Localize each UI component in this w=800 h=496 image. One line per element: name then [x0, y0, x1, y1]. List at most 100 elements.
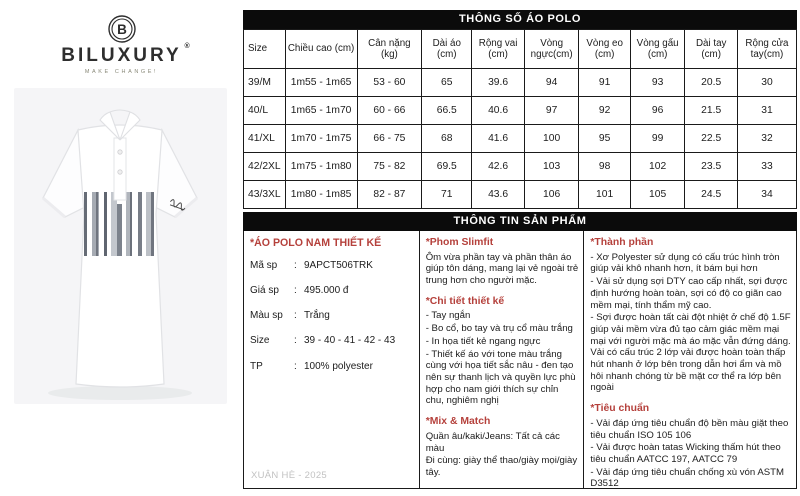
spec-value-cell: 41.6 — [471, 124, 525, 153]
spec-row: 40/L 1m65 - 1m70 60 - 66 66.5 40.6 97 92 96 21.5… — [243, 96, 798, 125]
spec-value-cell: 1m55 - 1m65 — [284, 68, 358, 97]
section-line: - Xơ Polyester sử dụng có cấu trúc hình … — [590, 251, 780, 275]
spec-column-header: Vòng gấu (cm) — [629, 29, 686, 69]
polo-shirt-illustration — [42, 109, 198, 400]
spec-column-header: Cân nặng (kg) — [356, 29, 423, 69]
field-label: Size — [250, 335, 270, 347]
section-title: *Chi tiết thiết kế — [425, 295, 505, 307]
section-line: Ôm vừa phần tay và phần thân áo giúp tôn… — [425, 251, 579, 287]
spec-value-cell: 95 — [578, 124, 631, 153]
spec-size-cell: 42/2XL — [243, 152, 286, 181]
field-value: 9APCT506TRK — [304, 259, 373, 271]
spec-value-cell: 1m75 - 1m80 — [284, 152, 358, 181]
product-field: Size:39 - 40 - 41 - 42 - 43 — [250, 335, 414, 347]
spec-size-cell: 39/M — [243, 68, 286, 97]
spec-value-cell: 1m65 - 1m70 — [284, 96, 358, 125]
section-line: - Bo cổ, bo tay và trụ cổ màu trắng — [425, 323, 573, 335]
spec-value-cell: 103 — [523, 152, 580, 181]
spec-value-cell: 40.6 — [471, 96, 525, 125]
spec-value-cell: 34 — [736, 180, 798, 209]
section-title: *Tiêu chuẩn — [590, 403, 650, 415]
spec-value-cell: 30 — [736, 68, 798, 97]
field-colon: : — [294, 285, 297, 297]
field-value: 39 - 40 - 41 - 42 - 43 — [304, 335, 396, 347]
brand-monogram-icon: B — [107, 15, 136, 43]
product-field: Mã sp:9APCT506TRK — [250, 260, 414, 272]
spec-row: 39/M 1m55 - 1m65 53 - 60 65 39.6 94 91 93 20.5 30 — [243, 68, 798, 97]
spec-value-cell: 32 — [736, 124, 798, 153]
brand-logo: B BILUXURY ® MAKE CHANGE! — [0, 14, 243, 75]
spec-row: 42/2XL 1m75 - 1m80 75 - 82 69.5 42.6 103 98 102… — [243, 152, 798, 181]
spec-column-header: Rộng cửa tay(cm) — [736, 29, 798, 69]
spec-column-header: Vòng eo (cm) — [578, 29, 631, 69]
spec-value-cell: 96 — [629, 96, 686, 125]
product-heading: *ÁO POLO NAM THIẾT KẾ — [250, 237, 382, 249]
spec-value-cell: 43.6 — [471, 180, 525, 209]
field-value: 100% polyester — [304, 360, 373, 372]
field-colon: : — [294, 335, 297, 347]
spec-value-cell: 39.6 — [471, 68, 525, 97]
info-column-design: *Phom Slimfit Ôm vừa phần tay và phần thâ… — [420, 231, 585, 488]
spec-value-cell: 1m70 - 1m75 — [284, 124, 358, 153]
spec-size-cell: 43/3XL — [243, 180, 286, 209]
product-fields: Mã sp:9APCT506TRK Giá sp:495.000 đ Màu sp:… — [250, 260, 414, 373]
spec-value-cell: 69.5 — [421, 152, 473, 181]
section-line: - Tay ngắn — [425, 310, 471, 322]
spec-value-cell: 91 — [578, 68, 631, 97]
section-line: - Vải đáp ứng tiêu chuẩn độ bền màu giặt… — [590, 417, 789, 441]
section-title: *Phom Slimfit — [425, 237, 494, 248]
spec-value-cell: 68 — [421, 124, 473, 153]
spec-value-cell: 102 — [629, 152, 686, 181]
spec-value-cell: 101 — [578, 180, 631, 209]
product-field: TP:100% polyester — [250, 361, 414, 373]
field-value: 495.000 đ — [304, 285, 349, 297]
spec-value-cell: 97 — [523, 96, 580, 125]
section-line: - Vải đáp ứng tiêu chuẩn chống xù vón AS… — [590, 466, 785, 488]
spec-value-cell: 24.5 — [684, 180, 738, 209]
product-photo — [14, 88, 227, 404]
field-colon: : — [294, 259, 297, 271]
spec-value-cell: 60 - 66 — [356, 96, 423, 125]
right-pane: THÔNG SỐ ÁO POLO Size Chiều cao (cm) Cân n… — [243, 10, 798, 489]
field-label: Mã sp — [250, 259, 278, 271]
spec-table: Size Chiều cao (cm) Cân nặng (kg) Dài áo (c… — [243, 29, 798, 209]
spec-value-cell: 33 — [736, 152, 798, 181]
section-line: Quần âu/kaki/Jeans: Tất cả các màu — [425, 430, 560, 454]
spec-value-cell: 65 — [421, 68, 473, 97]
sleeve-signature-icon — [169, 199, 186, 211]
spec-column-header: Chiều cao (cm) — [284, 29, 358, 69]
spec-value-cell: 22.5 — [684, 124, 738, 153]
spec-column-header: Dài áo (cm) — [421, 29, 473, 69]
spec-value-cell: 53 - 60 — [356, 68, 423, 97]
spec-value-cell: 1m80 - 1m85 — [284, 180, 358, 209]
spec-value-cell: 105 — [629, 180, 686, 209]
field-colon: : — [294, 310, 297, 322]
spec-size-cell: 41/XL — [243, 124, 286, 153]
field-label: Giá sp — [250, 285, 279, 297]
spec-value-cell: 100 — [523, 124, 580, 153]
product-field: Màu sp: Trắng — [250, 310, 414, 322]
spec-value-cell: 21.5 — [684, 96, 738, 125]
spec-row: 41/XL 1m70 - 1m75 66 - 75 68 41.6 100 95 99 22.5… — [243, 124, 798, 153]
spec-value-cell: 92 — [578, 96, 631, 125]
section-title: *Thành phần — [590, 237, 654, 248]
info-table: THÔNG TIN SẢN PHẨM *ÁO POLO NAM THIẾT KẾ… — [243, 212, 797, 489]
spec-size-cell: 40/L — [243, 96, 286, 125]
spec-value-cell: 20.5 — [684, 68, 738, 97]
section-line: - Thiết kế áo với tone màu trắng cùng vớ… — [425, 348, 576, 407]
info-column-material: *Thành phần - Xơ Polyester sử dụng có cấu… — [584, 231, 796, 488]
spec-value-cell: 66.5 — [421, 96, 473, 125]
left-pane: B BILUXURY ® MAKE CHANGE! — [0, 0, 243, 496]
brand-tagline: MAKE CHANGE! — [84, 69, 159, 75]
spec-value-cell: 94 — [523, 68, 580, 97]
spec-value-cell: 66 - 75 — [356, 124, 423, 153]
spec-value-cell: 31 — [736, 96, 798, 125]
field-label: TP — [250, 360, 263, 372]
spec-column-header: Size — [243, 29, 286, 69]
spec-value-cell: 23.5 — [684, 152, 738, 181]
spec-value-cell: 93 — [629, 68, 686, 97]
season-label: XUÂN HÈ - 2025 — [251, 470, 328, 482]
section-line: - Vải được hoàn tatas Wicking thấm hút t… — [590, 442, 781, 465]
section-line: - Vải sử dụng sợi DTY cao cấp nhất, sợi … — [590, 276, 788, 311]
info-column-product: *ÁO POLO NAM THIẾT KẾ Mã sp:9APCT506TRK G… — [244, 231, 420, 488]
